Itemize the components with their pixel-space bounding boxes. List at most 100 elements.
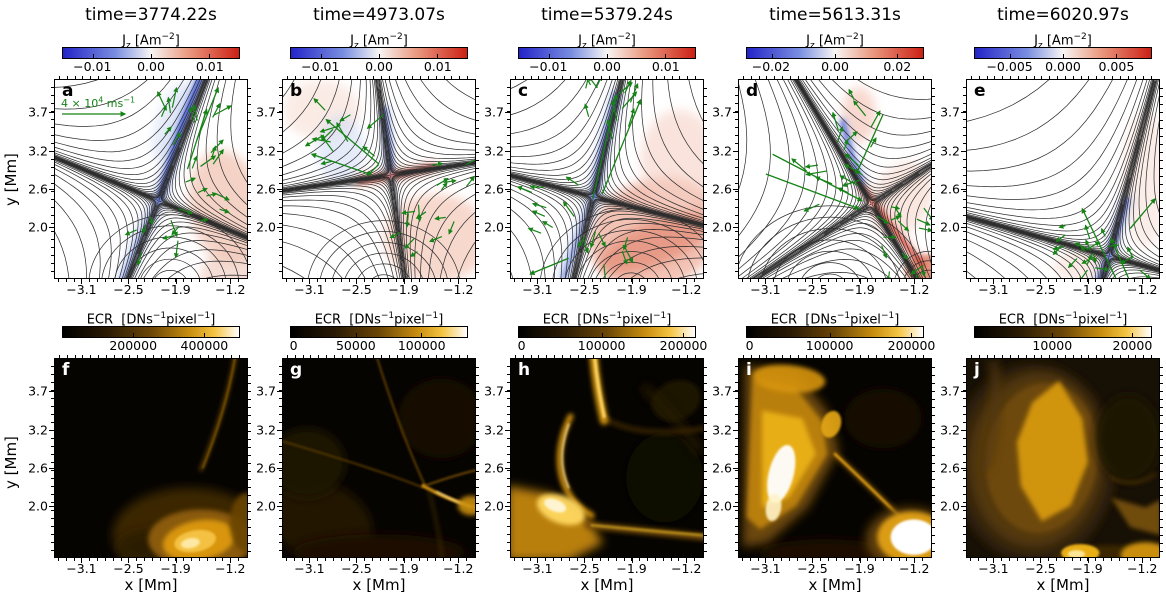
top-edge-minor-tick (176, 355, 178, 358)
y-axis-minor-tick (279, 110, 282, 112)
y-axis-minor-tick (507, 118, 510, 120)
y-axis-minor-tick (279, 135, 282, 137)
top-edge-minor-tick (160, 76, 162, 79)
x-axis-minor-tick (584, 279, 586, 282)
top-edge-minor-tick (695, 76, 696, 79)
right-edge-minor-tick (932, 463, 935, 465)
y-axis-minor-tick (507, 446, 510, 448)
top-edge-minor-tick (365, 355, 367, 358)
y-axis-minor-tick (279, 247, 282, 249)
top-edge-minor-tick (522, 76, 524, 79)
x-axis-tick-label: −1.9 (388, 561, 419, 576)
y-axis-minor-tick (279, 510, 282, 512)
colorbar-tick-mark (209, 54, 211, 58)
top-edge-minor-tick (530, 355, 532, 358)
x-axis-tick-label: −1.9 (160, 282, 191, 297)
top-edge-minor-tick (829, 355, 830, 358)
x-axis-minor-tick (1040, 558, 1042, 561)
colorbar-tick-label: 0.01 (651, 59, 680, 74)
right-edge-minor-tick (248, 272, 251, 274)
x-axis-minor-tick (867, 279, 869, 282)
y-axis-minor-tick (51, 175, 54, 177)
top-edge-minor-tick (616, 355, 618, 358)
y-axis-major-tick (733, 189, 738, 191)
y-axis-major-tick (961, 227, 966, 229)
top-edge-minor-tick (805, 355, 807, 358)
right-edge-minor-tick (476, 256, 479, 258)
right-edge-minor-tick (704, 95, 707, 97)
colorbar-tick-label: 0.00 (137, 59, 165, 74)
x-axis-minor-tick (796, 558, 798, 561)
y-axis-minor-tick (963, 422, 966, 424)
colorbar-tick-mark (750, 333, 752, 337)
y-axis-major-tick (505, 112, 510, 114)
y-axis-minor-tick (507, 550, 510, 552)
right-edge-minor-tick (932, 272, 935, 274)
colorbar-tick-label: 100000 (577, 338, 626, 353)
x-axis-minor-tick (553, 279, 554, 282)
right-edge-minor-tick (932, 423, 935, 425)
top-edge-minor-tick (844, 76, 846, 79)
right-edge-minor-tick (704, 519, 707, 521)
jz-plot-row: 3.7 3.2 2.6 2.0 a 4 × 104 ms−1 (20, 76, 251, 279)
top-edge-minor-tick (152, 355, 154, 358)
y-axis-major-tick (961, 112, 966, 114)
ecr-plot-row: 3.7 3.2 2.6 2.0 f (20, 355, 251, 558)
right-edge-minor-tick (932, 111, 935, 113)
right-edge-minor-tick (932, 527, 935, 529)
y-axis-minor-tick (507, 255, 510, 257)
x-axis-minor-tick (301, 279, 303, 282)
top-edge-minor-tick (302, 355, 304, 358)
colorbar-tick-mark (522, 333, 524, 337)
ecr-map-i (739, 359, 931, 557)
top-edge-minor-tick (1049, 355, 1051, 358)
right-edge-minor-tick (1160, 240, 1163, 242)
right-edge-minor-tick (932, 152, 935, 154)
y-axis-minor-tick (963, 430, 966, 432)
top-edge-minor-tick (1151, 355, 1152, 358)
y-axis-tick-label: 2.6 (484, 181, 504, 197)
top-edge-minor-tick (1041, 355, 1043, 358)
y-axis-tick-label: 3.7 (940, 383, 960, 399)
x-axis-minor-tick (317, 279, 319, 282)
x-axis-minor-tick (73, 279, 75, 282)
x-axis-minor-tick (395, 558, 397, 561)
x-axis-minor-tick (969, 279, 971, 282)
right-edge-minor-tick (704, 487, 707, 489)
right-edge-minor-tick (704, 495, 707, 497)
top-edge-minor-tick (695, 355, 696, 358)
x-axis-minor-tick (545, 558, 547, 561)
y-axis-minor-tick (51, 518, 54, 520)
x-axis-minor-tick (576, 558, 578, 561)
right-edge-minor-tick (248, 184, 251, 186)
x-axis-minor-tick (340, 558, 342, 561)
y-axis-label-bottom: y [Mm] (2, 436, 20, 490)
right-edge-minor-tick (1160, 200, 1163, 202)
x-axis-minor-tick (835, 279, 837, 282)
y-axis-minor-tick (279, 183, 282, 185)
top-edge-minor-tick (82, 355, 84, 358)
right-edge-minor-tick (932, 535, 935, 537)
top-edge-minor-tick (129, 76, 131, 79)
x-axis-tick-label: −1.9 (160, 561, 191, 576)
y-axis-tick-label: 3.7 (484, 383, 504, 399)
x-axis-minor-tick (1063, 558, 1065, 561)
x-axis-minor-tick (568, 558, 570, 561)
colorbar-tick-mark (896, 54, 898, 58)
y-axis-gutter: 3.7 3.2 2.6 2.0 (20, 79, 54, 279)
y-axis-major-tick (49, 227, 54, 229)
right-edge-minor-tick (248, 519, 251, 521)
y-axis-minor-tick (51, 86, 54, 88)
y-axis-minor-tick (963, 534, 966, 536)
x-axis-minor-tick (1040, 279, 1042, 282)
top-edge-minor-tick (750, 76, 752, 79)
top-edge-minor-tick (380, 76, 382, 79)
y-axis-tick-label: 2.0 (484, 498, 504, 514)
y-axis-minor-tick (507, 389, 510, 391)
x-axis-minor-tick (859, 279, 861, 282)
y-axis-minor-tick (507, 271, 510, 273)
top-edge-minor-tick (608, 355, 610, 358)
y-axis-minor-tick (279, 494, 282, 496)
colorbar-tick-mark (133, 333, 135, 337)
right-edge-minor-tick (248, 216, 251, 218)
